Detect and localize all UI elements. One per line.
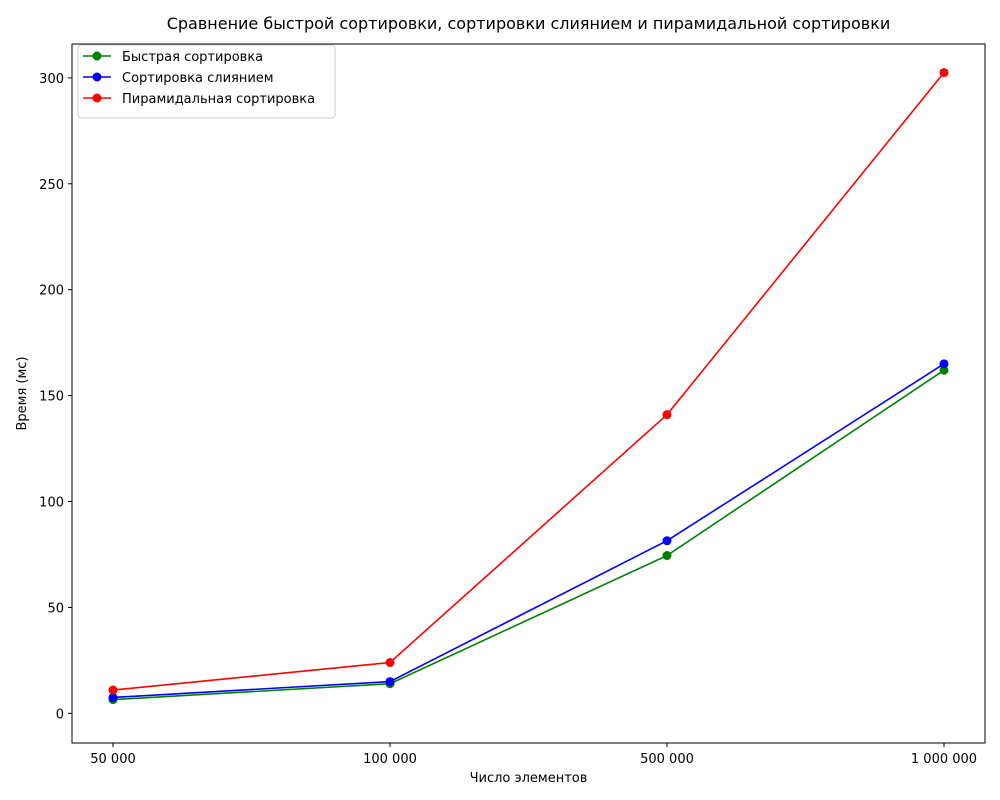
y-axis: 0 50 100 150 200 250 300	[39, 72, 72, 722]
legend-item: Пирамидальная сортировка	[83, 92, 315, 107]
y-tick-label: 50	[47, 601, 64, 616]
y-tick-label: 200	[39, 284, 64, 299]
data-point	[108, 685, 118, 695]
chart-title: Сравнение быстрой сортировки, сортировки…	[167, 14, 891, 33]
y-tick-label: 100	[39, 496, 64, 511]
legend-marker	[92, 72, 102, 82]
plot-area	[71, 43, 986, 744]
x-tick-label: 100 000	[363, 752, 417, 767]
y-tick-label: 150	[39, 390, 64, 405]
series-line	[112, 369, 945, 701]
legend-item: Сортировка слиянием	[83, 71, 274, 86]
data-point	[939, 359, 949, 369]
data-point	[939, 68, 949, 78]
data-point	[662, 410, 672, 420]
legend-label: Сортировка слиянием	[122, 71, 274, 86]
series-layer	[108, 68, 949, 705]
x-axis: 50 000 100 000 500 000 1 000 000	[90, 743, 977, 767]
legend-marker	[92, 51, 102, 61]
y-axis-label: Время (мс)	[15, 356, 30, 430]
legend-item: Быстрая сортировка	[83, 50, 263, 65]
x-tick-label: 50 000	[90, 752, 136, 767]
data-point	[939, 365, 949, 375]
series-1	[108, 365, 949, 705]
series-line	[112, 363, 945, 699]
x-tick-label: 1 000 000	[911, 752, 977, 767]
legend-box	[77, 44, 336, 119]
x-tick-label: 500 000	[640, 752, 694, 767]
y-tick-label: 250	[39, 178, 64, 193]
x-axis-label: Число элементов	[470, 771, 588, 786]
series-line	[112, 72, 945, 691]
data-point	[385, 677, 395, 687]
series-3	[108, 68, 949, 695]
y-tick-label: 300	[39, 72, 64, 87]
legend-label: Пирамидальная сортировка	[122, 92, 315, 107]
data-point	[662, 551, 672, 561]
y-tick-label: 0	[56, 707, 64, 722]
data-point	[662, 536, 672, 546]
data-point	[385, 658, 395, 668]
series-2	[108, 359, 949, 702]
legend-label: Быстрая сортировка	[122, 50, 263, 65]
legend-marker	[92, 93, 102, 103]
legend: Быстрая сортировка Сортировка слиянием Пир…	[77, 44, 336, 119]
data-point	[108, 692, 118, 702]
